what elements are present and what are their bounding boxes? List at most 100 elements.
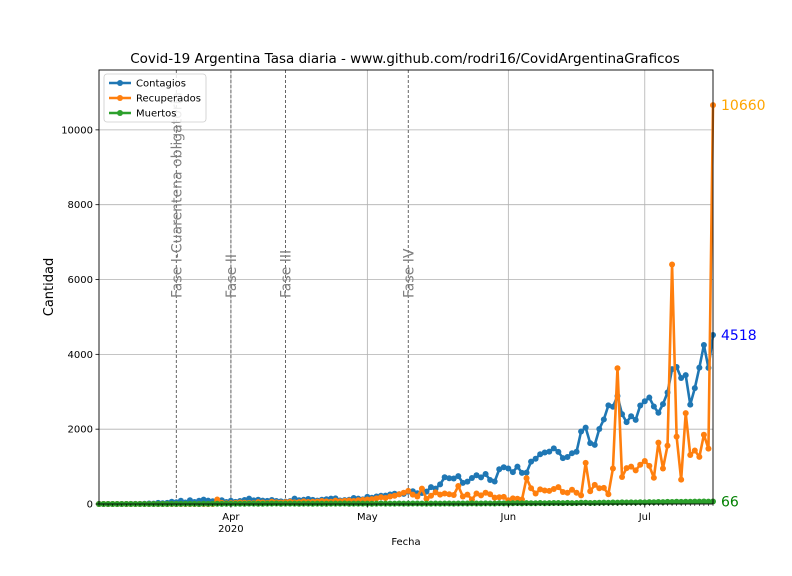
data-point xyxy=(487,477,494,484)
grid-lines xyxy=(99,70,713,505)
data-point xyxy=(600,484,607,491)
data-point xyxy=(464,478,471,485)
data-point xyxy=(473,472,480,479)
legend-entry-label: Recuperados xyxy=(136,94,201,105)
data-point xyxy=(446,475,453,482)
data-point xyxy=(450,492,457,499)
data-point xyxy=(673,498,680,505)
data-point xyxy=(500,493,507,500)
data-point xyxy=(505,500,512,507)
data-point xyxy=(500,500,507,507)
data-point xyxy=(587,488,594,495)
data-point xyxy=(623,419,630,426)
data-point xyxy=(514,463,521,470)
data-point xyxy=(578,492,585,499)
data-point xyxy=(523,475,530,482)
data-point xyxy=(700,498,707,505)
data-point xyxy=(496,500,503,507)
series-line xyxy=(99,105,715,506)
data-point xyxy=(682,410,689,417)
data-point xyxy=(578,428,585,435)
data-point xyxy=(619,474,626,481)
legend-entry-label: Muertos xyxy=(136,109,176,120)
end-value-label: 10660 xyxy=(721,98,766,114)
data-point xyxy=(637,461,644,468)
data-point xyxy=(546,448,553,455)
data-point xyxy=(596,485,603,492)
data-point xyxy=(550,445,557,452)
data-point xyxy=(428,492,435,499)
phase-markers: Fase I-Cuarentena obligatoria Fase II Fase… xyxy=(169,70,417,504)
data-point xyxy=(532,455,539,462)
legend-swatch-marker xyxy=(117,95,123,101)
data-point xyxy=(646,462,653,469)
data-point xyxy=(587,499,594,506)
data-point xyxy=(459,500,466,507)
data-point xyxy=(673,433,680,440)
data-point xyxy=(368,496,375,503)
data-point xyxy=(559,500,566,507)
data-point xyxy=(569,486,576,493)
data-point xyxy=(659,465,666,472)
data-point xyxy=(650,474,657,481)
data-point xyxy=(664,442,671,449)
data-point xyxy=(505,465,512,472)
data-point xyxy=(464,491,471,498)
data-point xyxy=(678,498,685,505)
data-point xyxy=(678,476,685,483)
phase-label: Fase IV xyxy=(401,248,417,298)
data-point xyxy=(459,479,466,486)
data-point xyxy=(405,487,412,494)
data-point xyxy=(441,500,448,507)
legend-swatch-marker xyxy=(117,80,123,86)
data-point xyxy=(364,496,371,503)
x-tick-label: May xyxy=(357,512,378,523)
data-point xyxy=(437,481,444,488)
phase-label: Fase III xyxy=(278,250,294,298)
y-tick-label: 4000 xyxy=(68,350,93,361)
data-point xyxy=(487,500,494,507)
data-point xyxy=(500,464,507,471)
data-point xyxy=(664,498,671,505)
data-point xyxy=(582,459,589,466)
data-point xyxy=(491,478,498,485)
data-point xyxy=(523,500,530,507)
data-point xyxy=(555,484,562,491)
data-point xyxy=(587,440,594,447)
data-point xyxy=(541,487,548,494)
y-tick-label: 10000 xyxy=(61,125,93,136)
data-point xyxy=(569,450,576,457)
data-point xyxy=(564,489,571,496)
data-point xyxy=(691,447,698,454)
data-point xyxy=(214,496,221,503)
data-point xyxy=(514,495,521,502)
data-point xyxy=(496,466,503,473)
data-point xyxy=(532,490,539,497)
data-point xyxy=(596,425,603,432)
data-point xyxy=(528,500,535,507)
data-point xyxy=(541,449,548,456)
phase-label: Fase I-Cuarentena obligatoria xyxy=(169,92,185,298)
data-point xyxy=(414,493,421,500)
data-point xyxy=(641,398,648,405)
data-point xyxy=(518,500,525,507)
data-point xyxy=(682,498,689,505)
data-point xyxy=(700,431,707,438)
data-point xyxy=(491,500,498,507)
data-point xyxy=(687,451,694,458)
data-point xyxy=(628,463,635,470)
legend-box xyxy=(103,73,207,123)
data-point xyxy=(377,494,384,501)
data-point xyxy=(700,341,707,348)
series-contagios xyxy=(96,331,716,507)
data-point xyxy=(637,402,644,409)
data-point xyxy=(641,457,648,464)
data-point xyxy=(514,500,521,507)
data-point xyxy=(441,490,448,497)
x-tick-year-label: 2020 xyxy=(218,524,243,535)
data-point xyxy=(696,453,703,460)
data-point xyxy=(446,491,453,498)
data-point xyxy=(468,500,475,507)
data-point xyxy=(564,454,571,461)
